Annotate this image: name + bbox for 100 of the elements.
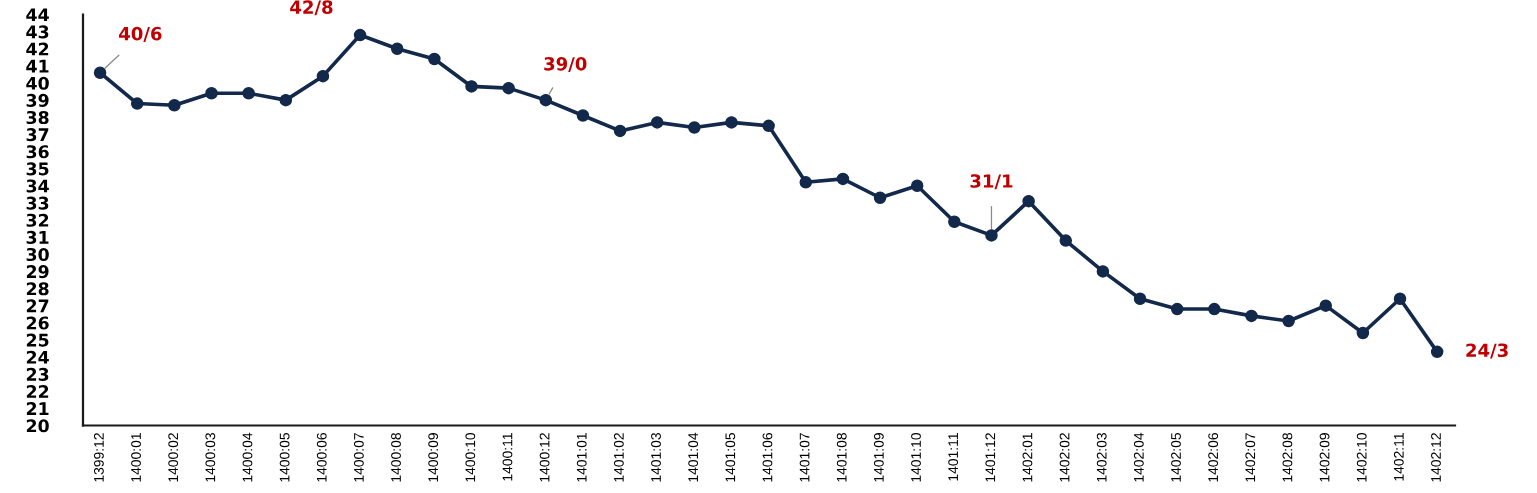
x-tick-label: 1402:09 (1319, 433, 1330, 482)
point (428, 52, 441, 66)
point (985, 229, 998, 242)
x-tick-label: 1400:09 (428, 433, 439, 482)
point (1393, 292, 1407, 306)
y-tick-label: 30 (26, 247, 49, 262)
y-tick-label: 27 (26, 299, 49, 313)
y-tick-label: 37 (26, 128, 49, 142)
point (1356, 326, 1370, 340)
point (910, 179, 924, 193)
x-tick-label: 1400:02 (168, 433, 179, 482)
y-tick-label: 20 (26, 419, 49, 433)
x-tick-label: 1401:11 (948, 433, 959, 481)
x-tick-label: 1400:08 (391, 433, 401, 482)
point (539, 93, 553, 107)
point (576, 109, 590, 122)
y-tick-label: 38 (26, 110, 49, 125)
data-label: 24/3 (1466, 343, 1508, 359)
y-tick-label: 42 (26, 42, 49, 56)
point (465, 80, 478, 93)
x-tick-label: 1400:07 (353, 433, 364, 482)
point (316, 69, 330, 83)
x-tick-label: 1402:08 (1282, 433, 1293, 482)
x-tick-label: 1400:04 (242, 432, 253, 482)
point (242, 87, 255, 100)
point (1245, 309, 1258, 323)
x-tick-label: 1402:06 (1208, 433, 1219, 482)
y-tick-label: 21 (26, 402, 49, 415)
x-tick-label: 1400:01 (131, 433, 141, 482)
x-tick-label: 1401:03 (651, 433, 661, 482)
x-tick-label: 1402:03 (1096, 433, 1107, 482)
x-tick-label: 1401:05 (725, 433, 736, 482)
y-tick-label: 40 (26, 76, 49, 90)
y-tick-label: 29 (26, 265, 49, 279)
point (948, 215, 961, 228)
y-tick-label: 39 (26, 93, 49, 107)
x-tick-label: 1400:10 (465, 432, 476, 482)
y-tick-label: 35 (26, 162, 49, 176)
data-label: 39/0 (544, 56, 587, 73)
x-tick-label: 1401:07 (799, 433, 810, 482)
point (725, 116, 738, 129)
y-tick-label: 24 (26, 350, 49, 364)
point (168, 99, 181, 112)
point (613, 124, 627, 138)
point (1282, 314, 1295, 328)
y-tick-label: 23 (26, 367, 49, 381)
x-tick-label: 1402:11 (1393, 433, 1404, 481)
x-tick-label: 1401:06 (762, 433, 773, 482)
point (390, 42, 404, 56)
y-tick-label: 28 (26, 282, 49, 296)
point (130, 97, 144, 110)
x-tick-label: 1402:12 (1431, 433, 1441, 482)
x-tick-label: 1401:12 (985, 433, 996, 482)
x-tick-label: 1402:07 (1245, 433, 1256, 482)
point (1208, 302, 1221, 316)
x-tick-label: 1402:04 (1133, 432, 1144, 482)
point (353, 28, 367, 42)
x-tick-label: 1401:02 (613, 433, 624, 482)
point (1096, 265, 1110, 278)
point (502, 81, 515, 95)
x-tick-label: 1400:05 (279, 433, 290, 482)
point (205, 87, 218, 100)
x-tick-label: 1400:12 (539, 433, 550, 482)
y-tick-label: 31 (26, 230, 49, 244)
y-tick-label: 22 (26, 384, 49, 398)
point (873, 191, 887, 204)
data-label: 42/8 (290, 0, 333, 16)
x-tick-label: 1402:05 (1171, 433, 1181, 482)
y-tick-label: 44 (26, 8, 49, 22)
data-label: 31/1 (970, 174, 1013, 190)
point (279, 93, 293, 107)
data-label: 40/6 (119, 26, 162, 42)
x-tick-label: 1401:01 (576, 433, 587, 482)
x-tick-label: 1402:01 (1022, 433, 1033, 482)
y-tick-label: 33 (26, 196, 49, 210)
y-tick-label: 25 (26, 333, 49, 347)
x-tick-label: 1401:10 (911, 432, 921, 482)
x-tick-label: 1399:12 (93, 433, 104, 482)
x-tick-label: 1402:02 (1059, 433, 1070, 482)
point (1022, 194, 1035, 208)
y-tick-label: 32 (26, 213, 49, 227)
point (93, 66, 107, 79)
x-tick-label: 1400:03 (205, 433, 216, 482)
point (1133, 292, 1147, 306)
x-tick-label: 1401:04 (688, 432, 699, 482)
point (799, 176, 813, 189)
point (1170, 302, 1184, 316)
x-tick-label: 1400:06 (316, 433, 327, 482)
x-tick-label: 1401:08 (836, 433, 847, 482)
point (1319, 299, 1332, 312)
y-tick-label: 36 (26, 145, 49, 159)
x-tick-label: 1401:09 (873, 433, 884, 482)
point (688, 121, 701, 134)
point (836, 172, 850, 186)
point (650, 116, 664, 129)
y-tick-label: 41 (26, 59, 49, 73)
y-tick-label: 26 (26, 316, 49, 330)
point (762, 119, 775, 133)
y-tick-label: 43 (26, 25, 49, 39)
x-tick-label: 1402:10 (1356, 432, 1367, 482)
